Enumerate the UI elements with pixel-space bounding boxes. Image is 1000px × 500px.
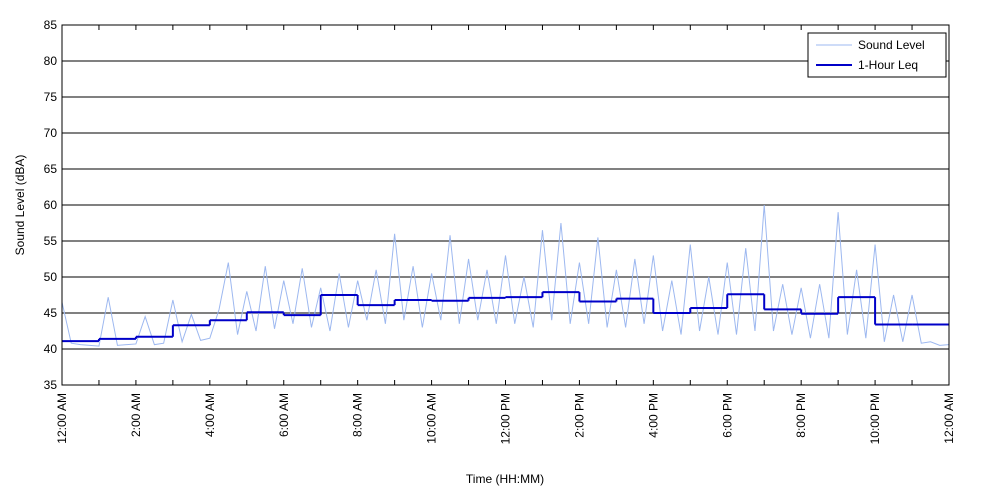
x-tick-label: 2:00 AM [129, 393, 143, 437]
x-tick-label: 12:00 AM [55, 393, 69, 444]
x-tick-label: 4:00 PM [646, 393, 660, 438]
y-tick-label: 40 [44, 342, 58, 356]
sound-level-line [61, 204, 950, 347]
y-tick-label: 85 [44, 18, 58, 32]
x-tick-label: 12:00 AM [942, 393, 956, 444]
legend-label: 1-Hour Leq [858, 58, 918, 72]
x-tick-label: 10:00 AM [425, 393, 439, 444]
y-tick-label: 75 [44, 90, 58, 104]
x-tick-label: 8:00 PM [794, 393, 808, 438]
y-tick-label: 45 [44, 306, 58, 320]
x-tick-label: 6:00 PM [720, 393, 734, 438]
x-tick-label: 4:00 AM [203, 393, 217, 437]
y-tick-label: 60 [44, 198, 58, 212]
plot-frame [61, 24, 950, 386]
legend-label: Sound Level [858, 38, 925, 52]
x-tick-label: 12:00 PM [499, 393, 513, 444]
x-tick-label: 10:00 PM [868, 393, 882, 444]
x-axis-label: Time (HH:MM) [466, 472, 544, 486]
y-axis-label: Sound Level (dBA) [13, 155, 27, 256]
y-tick-label: 80 [44, 54, 58, 68]
y-tick-label: 35 [44, 378, 58, 392]
y-tick-label: 65 [44, 162, 58, 176]
y-tick-label: 70 [44, 126, 58, 140]
x-tick-label: 6:00 AM [277, 393, 291, 437]
y-tick-label: 55 [44, 234, 58, 248]
x-tick-label: 8:00 AM [351, 393, 365, 437]
legend-box [807, 32, 947, 78]
x-tick-label: 2:00 PM [572, 393, 586, 438]
y-tick-label: 50 [44, 270, 58, 284]
